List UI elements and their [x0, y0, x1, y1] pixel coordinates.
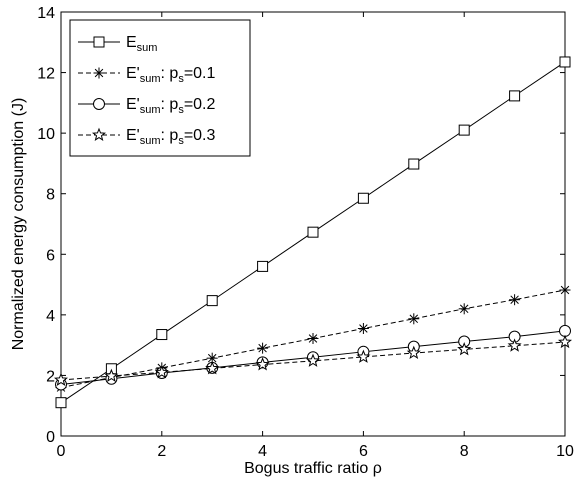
data-point: [53, 372, 69, 386]
legend-label-subscript: s: [178, 135, 184, 147]
legend-label-subscript: s: [178, 104, 184, 116]
data-point: [406, 345, 421, 359]
data-point: [205, 361, 220, 375]
x-axis-label: Bogus traffic ratio ρ: [244, 460, 382, 477]
legend-label-mid: : p: [161, 96, 179, 113]
data-point: [307, 226, 319, 238]
legend-label-rest: =0.3: [184, 127, 216, 144]
legend-label-base: E': [126, 127, 140, 144]
legend-label-base: E': [126, 96, 140, 113]
legend-label-mid: : p: [161, 127, 179, 144]
data-point: [307, 332, 319, 344]
legend-marker: [93, 67, 105, 79]
data-point: [408, 158, 420, 170]
legend-label-rest: =0.1: [184, 65, 216, 82]
legend-label: Esum: [126, 34, 157, 54]
legend-label-mid: : p: [161, 65, 179, 82]
legend-label-base: E': [126, 65, 140, 82]
x-tick-label: 10: [556, 443, 574, 460]
legend-marker: [91, 127, 107, 141]
data-point: [154, 365, 169, 379]
y-tick-label: 14: [37, 5, 55, 22]
legend-label-subscript: sum: [140, 73, 161, 85]
legend-item: E'sum: ps=0.2: [78, 96, 216, 116]
data-point: [509, 90, 521, 102]
legend-label-subscript: sum: [137, 42, 158, 54]
y-tick-label: 12: [37, 66, 55, 83]
y-tick-label: 6: [46, 247, 55, 264]
series-layer: [53, 56, 573, 409]
y-tick-label: 0: [46, 429, 55, 446]
y-tick-label: 8: [46, 187, 55, 204]
data-point: [457, 342, 472, 356]
data-point: [559, 284, 571, 296]
legend-label-subscript: sum: [140, 135, 161, 147]
x-tick-label: 2: [157, 443, 166, 460]
legend-label-subscript: sum: [140, 104, 161, 116]
data-point: [156, 329, 168, 341]
data-point: [357, 322, 369, 334]
y-tick-label: 4: [46, 308, 55, 325]
data-point: [104, 368, 119, 383]
legend-label-rest: =0.2: [184, 96, 216, 113]
legend-label: E'sum: ps=0.3: [126, 127, 216, 147]
data-point: [255, 357, 270, 371]
y-tick-label: 10: [37, 126, 55, 143]
data-point: [557, 334, 573, 349]
data-point: [507, 338, 522, 352]
data-point: [458, 303, 470, 315]
legend-marker: [93, 36, 105, 48]
y-tick-label: 2: [46, 368, 55, 385]
data-point: [55, 397, 67, 409]
series-square: [55, 56, 571, 409]
legend-marker: [93, 98, 105, 110]
data-point: [559, 56, 571, 68]
legend-label-subscript: s: [178, 73, 184, 85]
x-tick-label: 4: [258, 443, 267, 460]
data-point: [458, 124, 470, 136]
data-point: [257, 260, 269, 272]
data-point: [408, 313, 420, 325]
legend-item: E'sum: ps=0.1: [78, 65, 216, 85]
x-tick-label: 8: [460, 443, 469, 460]
data-point: [206, 295, 218, 307]
data-point: [509, 294, 521, 306]
x-tick-label: 0: [57, 443, 66, 460]
data-point: [257, 342, 269, 354]
legend-label: E'sum: ps=0.2: [126, 96, 216, 116]
series-star: [53, 334, 573, 386]
legend-item: E'sum: ps=0.3: [78, 127, 216, 147]
data-point: [206, 352, 218, 364]
data-point: [305, 353, 321, 367]
data-point: [357, 192, 369, 204]
legend-item: Esum: [78, 34, 157, 54]
data-point: [356, 349, 371, 363]
legend-label-base: E: [126, 34, 137, 51]
legend-label: E'sum: ps=0.1: [126, 65, 216, 85]
axes: 0 2 4 6 8 10 0 2 4 6 8 10 12 14 Bogus traffic ratio ρ N…: [10, 5, 574, 477]
y-axis-label: Normalized energy consumption (J): [10, 98, 27, 351]
x-tick-label: 6: [359, 443, 368, 460]
